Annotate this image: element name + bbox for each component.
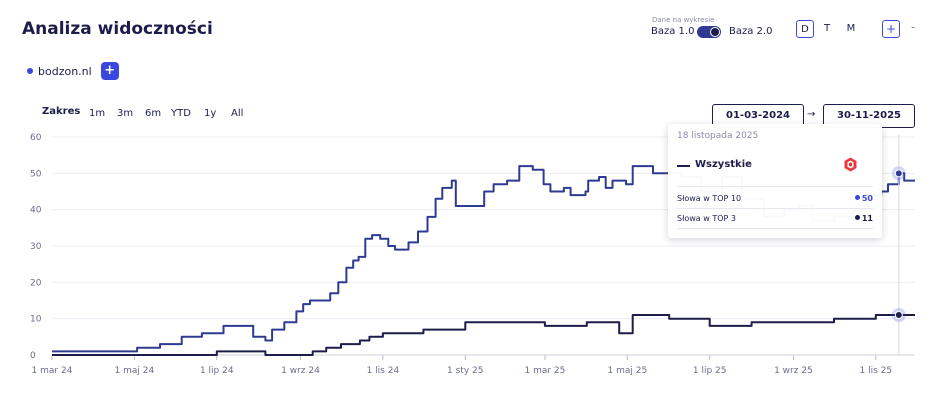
y-tick-label: 10 — [30, 315, 42, 325]
granularity-day-button[interactable]: D — [796, 20, 814, 38]
tooltip-separator — [677, 228, 873, 229]
range-6m-button[interactable]: 6m — [145, 108, 162, 119]
tooltip-series-line-icon — [677, 165, 690, 167]
range-all-button[interactable]: All — [231, 108, 244, 119]
x-tick-label: 1 lip 25 — [693, 366, 727, 376]
tooltip-row-top3: Słowa w TOP 3 11 — [677, 214, 873, 223]
granularity-week-button[interactable]: T — [823, 23, 831, 34]
x-tick-label: 1 lis 25 — [860, 366, 893, 376]
y-tick-label: 30 — [30, 242, 42, 252]
tooltip-row-top10: Słowa w TOP 10 50 — [677, 194, 873, 203]
range-ytd-button[interactable]: YTD — [171, 108, 191, 119]
tooltip-separator — [677, 208, 873, 209]
tooltip-series-label: Wszystkie — [695, 159, 752, 170]
tooltip-row-value: 11 — [855, 214, 873, 223]
x-tick-label: 1 maj 24 — [115, 366, 155, 376]
chart-tooltip: 18 listopada 2025 Wszystkie Słowa w TOP … — [668, 124, 882, 238]
tooltip-row-label: Słowa w TOP 3 — [677, 214, 736, 223]
hover-marker-top3 — [894, 311, 903, 320]
tooltip-row-value: 50 — [855, 194, 873, 203]
base2-label[interactable]: Baza 2.0 — [729, 26, 773, 37]
base1-label[interactable]: Baza 1.0 — [651, 26, 695, 37]
page-title: Analiza widoczności — [22, 19, 213, 39]
y-tick-label: 0 — [30, 351, 36, 361]
zoom-in-button[interactable]: + — [882, 20, 900, 38]
range-1y-button[interactable]: 1y — [204, 108, 217, 119]
domain-legend: bodzon.nl + — [27, 62, 119, 80]
x-tick-label: 1 wrz 25 — [774, 366, 813, 376]
series-line-top3 — [52, 314, 915, 356]
hexagon-icon — [844, 157, 857, 172]
zoom-out-button[interactable]: - — [911, 20, 916, 34]
x-tick-label: 1 sty 25 — [447, 366, 483, 376]
granularity-month-button[interactable]: M — [846, 23, 856, 34]
tooltip-date: 18 listopada 2025 — [677, 131, 759, 141]
y-tick-label: 20 — [30, 278, 42, 288]
domain-label: bodzon.nl — [38, 64, 92, 78]
y-tick-label: 50 — [30, 169, 42, 179]
range-label: Zakres — [42, 106, 81, 117]
x-tick-label: 1 mar 24 — [32, 366, 73, 376]
hover-marker-top10 — [894, 169, 903, 178]
y-tick-label: 60 — [30, 133, 42, 143]
tooltip-row-label: Słowa w TOP 10 — [677, 194, 742, 203]
x-tick-label: 1 maj 25 — [607, 366, 647, 376]
base-toggle[interactable] — [697, 26, 721, 38]
add-domain-button[interactable]: + — [100, 62, 119, 80]
tooltip-separator — [677, 186, 873, 187]
x-tick-label: 1 mar 25 — [525, 366, 566, 376]
x-tick-label: 1 lip 24 — [200, 366, 234, 376]
domain-dot-icon — [27, 68, 33, 74]
base-caption: Dane na wykresie — [652, 16, 715, 24]
range-1m-button[interactable]: 1m — [89, 108, 106, 119]
toggle-knob — [710, 27, 720, 37]
x-tick-label: 1 lis 24 — [367, 366, 400, 376]
y-tick-label: 40 — [30, 206, 42, 216]
range-3m-button[interactable]: 3m — [117, 108, 134, 119]
x-tick-label: 1 wrz 24 — [281, 366, 320, 376]
date-arrow: → — [807, 109, 816, 120]
